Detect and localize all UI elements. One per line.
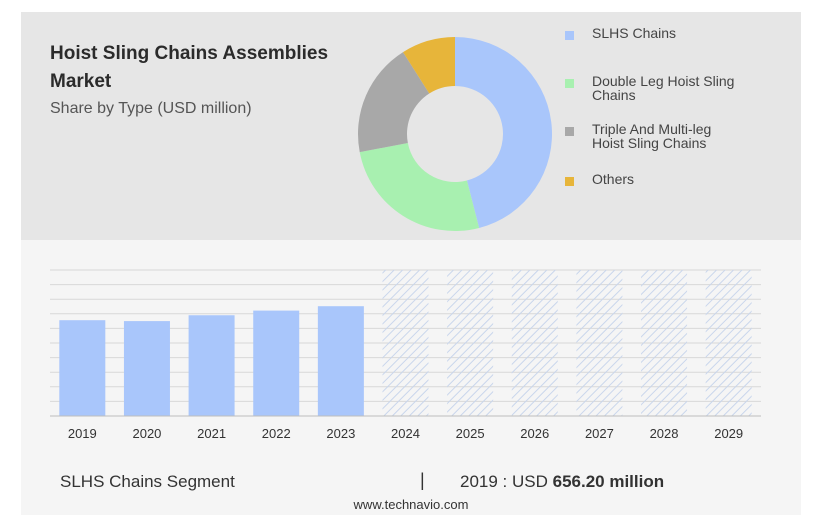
forecast-bar-2028 — [641, 270, 688, 416]
source-website[interactable]: www.technavio.com — [353, 497, 469, 512]
segment-value: 2019 : USD 656.20 million — [460, 472, 664, 492]
legend-swatch — [565, 127, 574, 136]
x-tick-label: 2026 — [520, 426, 549, 441]
legend-swatch — [565, 177, 574, 186]
donut-slice-others — [403, 37, 455, 94]
x-tick-label: 2019 — [68, 426, 97, 441]
x-tick-label: 2020 — [132, 426, 161, 441]
forecast-bar-2029 — [705, 270, 752, 416]
donut-slice-double-leg — [359, 142, 480, 231]
x-tick-label: 2025 — [456, 426, 485, 441]
segment-label: SLHS Chains Segment — [60, 472, 235, 491]
x-tick-label: 2028 — [650, 426, 679, 441]
bar-chart: 2019 2020 2021 2022 2023 2024 2025 2026 2027 2028… — [50, 269, 761, 441]
footer-divider: | — [420, 470, 425, 490]
forecast-bar-2027 — [576, 270, 623, 416]
legend-label: SLHS Chains — [592, 25, 677, 41]
legend-label: Double Leg Hoist Sling Chains — [592, 73, 735, 103]
forecast-bar-2024 — [382, 270, 429, 416]
chart-subtitle: Share by Type (USD million) — [50, 100, 252, 117]
donut-slice-triple — [358, 52, 430, 153]
bar-2022 — [253, 310, 300, 416]
x-tick-label: 2021 — [197, 426, 226, 441]
donut-chart — [358, 37, 552, 231]
donut-slice-slhs — [455, 37, 552, 228]
x-tick-label: 2022 — [262, 426, 291, 441]
x-tick-label: 2029 — [714, 426, 743, 441]
legend-swatch — [565, 79, 574, 88]
x-tick-label: 2027 — [585, 426, 614, 441]
forecast-bar-2025 — [447, 270, 494, 416]
legend-label: Triple And Multi-leg Hoist Sling Chains — [592, 121, 712, 151]
segment-amount: 656.20 million — [552, 472, 665, 491]
x-tick-label: 2024 — [391, 426, 420, 441]
bar-2021 — [188, 315, 235, 416]
page-title: Hoist Sling Chains Assemblies Market — [50, 43, 329, 92]
legend-item-slhs: SLHS Chains — [565, 26, 795, 40]
bar-2019 — [59, 320, 106, 416]
legend-item-triple: Triple And Multi-leg Hoist Sling Chains — [565, 122, 795, 150]
legend-swatch — [565, 31, 574, 40]
legend-label: Others — [592, 171, 635, 187]
forecast-bar-2026 — [511, 270, 558, 416]
legend-item-others: Others — [565, 172, 795, 186]
x-tick-label: 2023 — [326, 426, 355, 441]
segment-year-label: 2019 : USD — [460, 472, 548, 491]
bar-2023 — [317, 306, 364, 416]
bar-2020 — [123, 321, 170, 416]
legend-item-double-leg: Double Leg Hoist Sling Chains — [565, 74, 795, 102]
